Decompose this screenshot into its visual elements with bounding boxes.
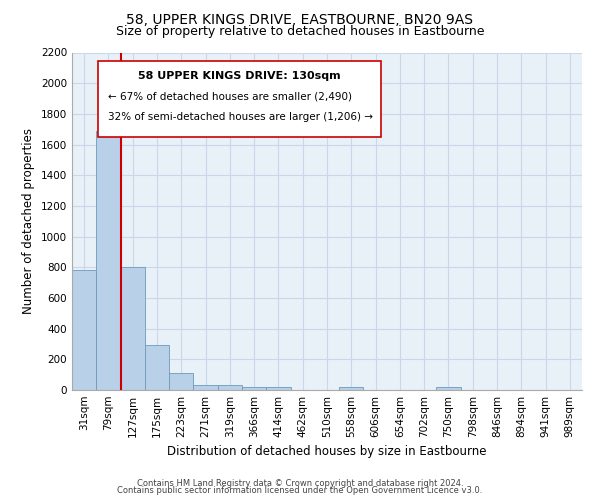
Bar — [72, 270, 96, 390]
Bar — [169, 373, 193, 390]
Text: Size of property relative to detached houses in Eastbourne: Size of property relative to detached ho… — [116, 25, 484, 38]
Bar — [266, 387, 290, 390]
Bar — [145, 344, 169, 390]
Bar — [242, 387, 266, 390]
Text: 58 UPPER KINGS DRIVE: 130sqm: 58 UPPER KINGS DRIVE: 130sqm — [138, 71, 340, 81]
Bar — [96, 130, 121, 390]
Text: 32% of semi-detached houses are larger (1,206) →: 32% of semi-detached houses are larger (… — [108, 112, 373, 122]
Text: 58, UPPER KINGS DRIVE, EASTBOURNE, BN20 9AS: 58, UPPER KINGS DRIVE, EASTBOURNE, BN20 … — [127, 12, 473, 26]
Bar — [436, 387, 461, 390]
Text: ← 67% of detached houses are smaller (2,490): ← 67% of detached houses are smaller (2,… — [108, 92, 352, 102]
Text: Contains HM Land Registry data © Crown copyright and database right 2024.: Contains HM Land Registry data © Crown c… — [137, 478, 463, 488]
Bar — [218, 384, 242, 390]
X-axis label: Distribution of detached houses by size in Eastbourne: Distribution of detached houses by size … — [167, 446, 487, 458]
Bar — [121, 268, 145, 390]
Bar — [193, 384, 218, 390]
Y-axis label: Number of detached properties: Number of detached properties — [22, 128, 35, 314]
FancyBboxPatch shape — [97, 61, 380, 137]
Bar — [339, 387, 364, 390]
Text: Contains public sector information licensed under the Open Government Licence v3: Contains public sector information licen… — [118, 486, 482, 495]
